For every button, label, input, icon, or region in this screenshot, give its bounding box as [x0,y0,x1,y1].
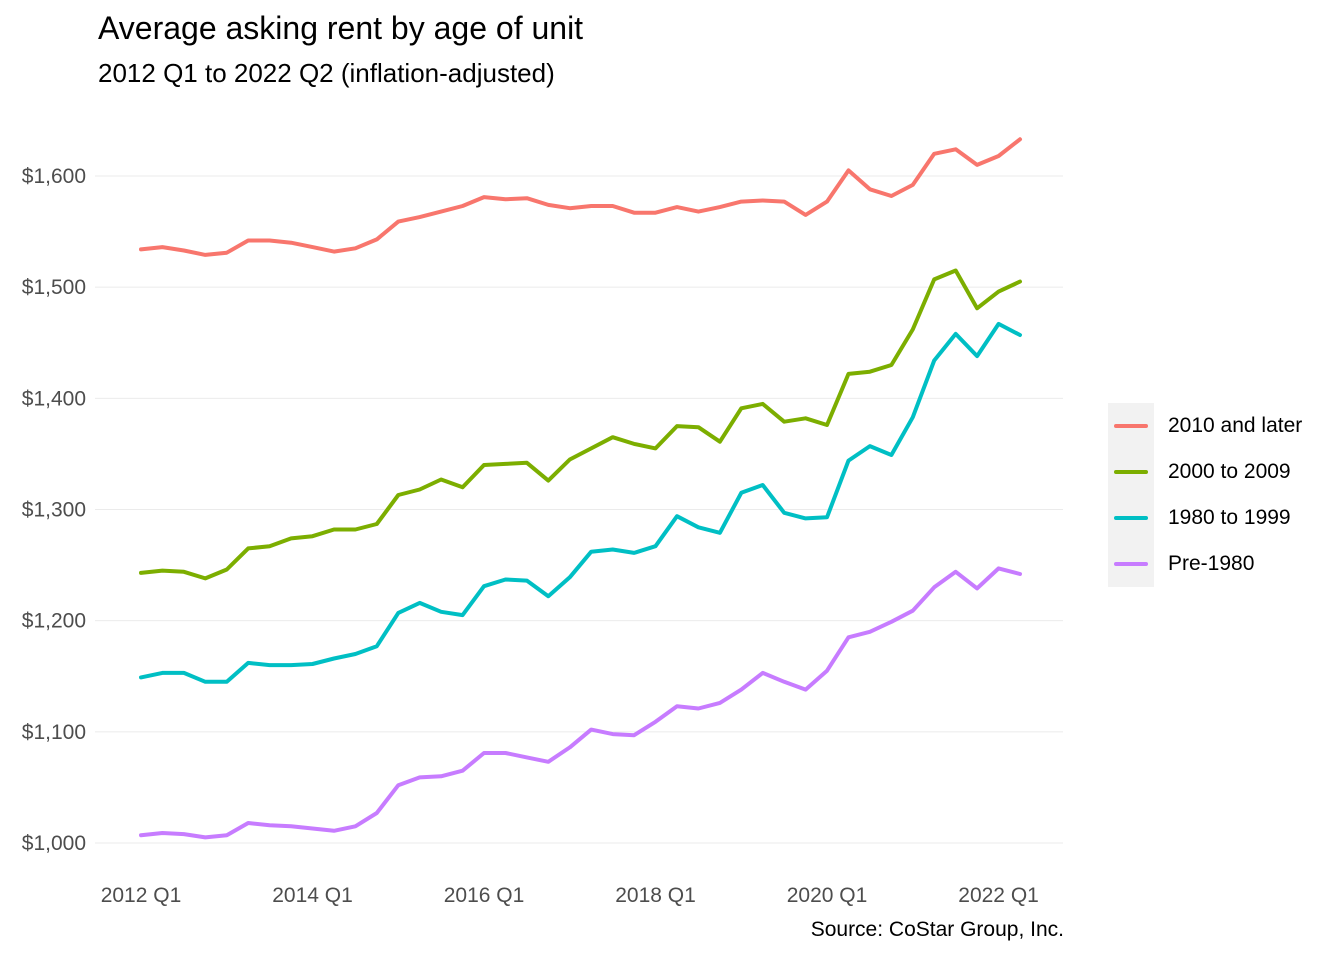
y-axis: $1,000 $1,100 $1,200 $1,300 $1,400 $1,500 $1,6… [22,165,86,855]
legend-item: 2010 and later [1108,403,1302,449]
legend-item: 2000 to 2009 [1108,449,1291,495]
x-tick-label: 2022 Q1 [958,884,1039,907]
series-line-1980-to-1999 [139,321,1022,684]
legend-label: 1980 to 1999 [1168,506,1291,529]
series-line-pre-1980 [139,566,1022,840]
x-tick-label: 2020 Q1 [787,884,868,907]
y-tick-label: $1,200 [22,610,86,633]
legend-item: 1980 to 1999 [1108,495,1291,541]
y-tick-label: $1,100 [22,721,86,744]
x-tick-label: 2018 Q1 [615,884,696,907]
legend-swatch [1114,516,1148,520]
x-tick-label: 2014 Q1 [272,884,353,907]
legend-swatch [1114,424,1148,428]
gridlines [95,175,1063,844]
x-axis: 2012 Q1 2014 Q1 2016 Q1 2018 Q1 2020 Q1 2022 … [101,884,1039,907]
series-line-2010-and-later [139,137,1022,257]
legend-swatch [1114,562,1148,566]
legend-label: 2010 and later [1168,414,1303,437]
legend-label: 2000 to 2009 [1168,460,1291,483]
y-tick-label: $1,400 [22,387,86,410]
y-tick-label: $1,300 [22,499,86,522]
y-tick-label: $1,000 [22,832,86,855]
chart-subtitle: 2012 Q1 to 2022 Q2 (inflation-adjusted) [98,58,555,88]
legend-key [1108,449,1154,495]
y-tick-label: $1,600 [22,165,86,188]
series-line-2000-to-2009 [139,268,1022,581]
source-caption: Source: CoStar Group, Inc. [810,918,1064,941]
chart-title: Average asking rent by age of unit [98,10,584,46]
legend-label: Pre-1980 [1168,552,1255,575]
legend-key [1108,403,1154,449]
series-lines [139,137,1022,840]
legend-swatch [1114,470,1148,474]
legend-key [1108,495,1154,541]
legend-item: Pre-1980 [1108,541,1254,587]
y-tick-label: $1,500 [22,276,86,299]
legend-key [1108,541,1154,587]
x-tick-label: 2012 Q1 [101,884,182,907]
line-chart: $1,000 $1,100 $1,200 $1,300 $1,400 $1,500 $1,6… [22,137,1063,907]
x-tick-label: 2016 Q1 [444,884,525,907]
